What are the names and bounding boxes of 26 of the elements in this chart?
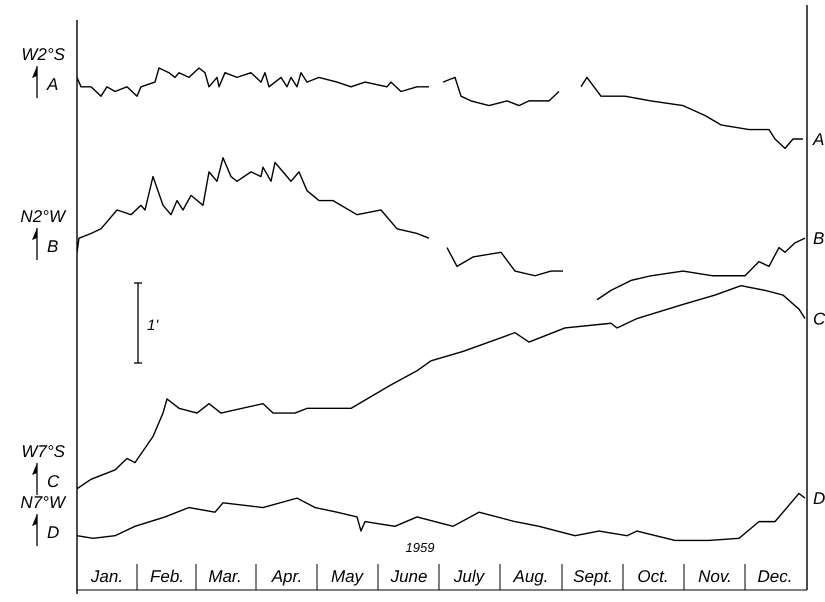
text: C xyxy=(813,310,825,329)
text: A xyxy=(813,130,824,149)
text: B xyxy=(813,229,824,248)
text: N2°W xyxy=(20,207,67,226)
x-tick-label: Jan. xyxy=(90,567,124,586)
x-tick-label: May xyxy=(330,567,365,586)
x-tick-label: Dec. xyxy=(758,567,792,586)
legend-label: B xyxy=(47,237,58,256)
x-axis-title: 1959 xyxy=(406,540,434,555)
x-tick-label: Nov. xyxy=(698,567,732,586)
legend-label: A xyxy=(46,75,58,94)
annotation: 1' xyxy=(147,317,160,334)
x-tick-label: Oct. xyxy=(637,567,669,586)
x-tick-label: June xyxy=(390,567,428,586)
x-tick-label: Mar. xyxy=(208,567,242,586)
x-tick-label: Apr. xyxy=(270,567,302,586)
x-tick-label: Feb. xyxy=(150,567,184,586)
x-tick-label: July xyxy=(452,567,486,586)
text: D xyxy=(813,489,825,508)
x-tick-label: Aug. xyxy=(512,567,548,586)
x-tick-label: Sept. xyxy=(573,567,613,586)
legend-label: C xyxy=(47,472,60,491)
text: N7°W xyxy=(20,493,67,512)
legend-label: D xyxy=(47,523,60,542)
text: W7°S xyxy=(21,442,66,461)
text: W2°S xyxy=(21,45,66,64)
